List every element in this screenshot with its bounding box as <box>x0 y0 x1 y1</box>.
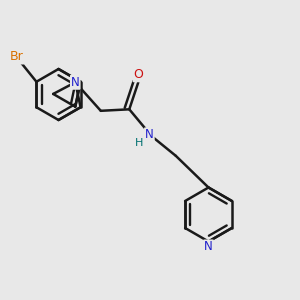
Text: O: O <box>134 68 143 81</box>
Text: Br: Br <box>10 50 23 64</box>
Text: N: N <box>145 128 154 141</box>
Text: N: N <box>71 76 80 89</box>
Text: H: H <box>135 138 143 148</box>
Text: N: N <box>204 240 213 254</box>
